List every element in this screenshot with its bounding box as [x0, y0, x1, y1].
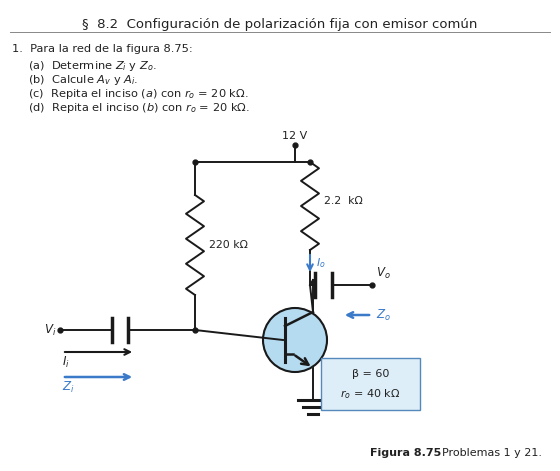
Text: $V_i$: $V_i$ [44, 323, 56, 338]
Text: Figura 8.75: Figura 8.75 [370, 448, 441, 458]
Text: $I_i$: $I_i$ [62, 355, 69, 370]
Text: (d)  Repita el inciso $(b)$ con $r_o$ = 20 kΩ.: (d) Repita el inciso $(b)$ con $r_o$ = 2… [28, 101, 250, 115]
Text: 1.  Para la red de la figura 8.75:: 1. Para la red de la figura 8.75: [12, 44, 193, 54]
Text: 12 V: 12 V [282, 131, 307, 141]
Text: 220 kΩ: 220 kΩ [209, 240, 248, 250]
Circle shape [263, 308, 327, 372]
Text: $V_o$: $V_o$ [376, 266, 391, 281]
FancyBboxPatch shape [321, 358, 420, 410]
Text: (a)  Determine $Z_i$ y $Z_o$.: (a) Determine $Z_i$ y $Z_o$. [28, 59, 157, 73]
Text: (b)  Calcule $A_v$ y $A_i$.: (b) Calcule $A_v$ y $A_i$. [28, 73, 138, 87]
Text: $Z_i$: $Z_i$ [62, 380, 74, 395]
Text: β = 60: β = 60 [352, 369, 389, 379]
Text: $I_o$: $I_o$ [316, 257, 326, 270]
Text: $Z_o$: $Z_o$ [376, 308, 391, 323]
Text: $r_o$ = 40 kΩ: $r_o$ = 40 kΩ [340, 387, 400, 401]
Text: 2.2  kΩ: 2.2 kΩ [324, 196, 363, 206]
Text: Problemas 1 y 21.: Problemas 1 y 21. [428, 448, 542, 458]
Text: (c)  Repita el inciso $(a)$ con $r_o$ = 20 kΩ.: (c) Repita el inciso $(a)$ con $r_o$ = 2… [28, 87, 249, 101]
Text: §  8.2  Configuración de polarización fija con emisor común: § 8.2 Configuración de polarización fija… [82, 18, 478, 31]
